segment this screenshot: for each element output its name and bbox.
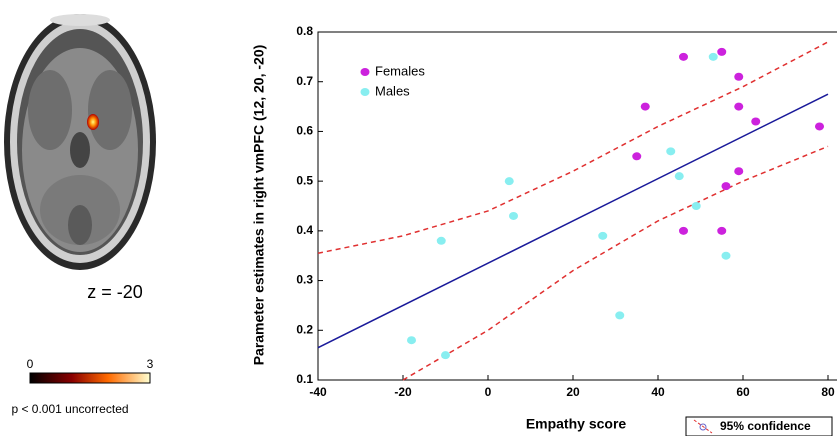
colorbar [30, 373, 150, 383]
legend-marker [361, 68, 370, 76]
colorbar-tick-label: 0 [27, 357, 34, 371]
legend-label: Males [375, 83, 410, 98]
x-tick-label: 0 [485, 385, 492, 399]
y-tick-label: 0.8 [296, 24, 313, 38]
y-tick-label: 0.7 [296, 74, 313, 88]
point [615, 311, 624, 319]
point [632, 152, 641, 160]
point [509, 212, 518, 220]
point [692, 202, 701, 210]
point [717, 48, 726, 56]
x-tick-label: 40 [651, 385, 665, 399]
figure: z = -20 p < 0.001 uncorrected Parameter … [0, 0, 837, 436]
point [734, 103, 743, 111]
x-tick-label: -20 [394, 385, 412, 399]
point [679, 227, 688, 235]
point [666, 147, 675, 155]
point [598, 232, 607, 240]
point [734, 167, 743, 175]
x-tick-label: 60 [736, 385, 750, 399]
y-axis-label: Parameter estimates in right vmPFC (12, … [251, 45, 267, 366]
point [722, 182, 731, 190]
x-tick-label: -40 [309, 385, 327, 399]
threshold-note: p < 0.001 uncorrected [11, 402, 128, 416]
legend-marker [361, 88, 370, 96]
point [437, 237, 446, 245]
y-tick-label: 0.6 [296, 124, 313, 138]
y-tick-label: 0.4 [296, 223, 313, 237]
brain-slice [0, 0, 160, 282]
regression-line [318, 94, 828, 348]
x-tick-label: 20 [566, 385, 580, 399]
point [717, 227, 726, 235]
x-tick-label: 80 [821, 385, 835, 399]
point [441, 351, 450, 359]
slice-label: z = -20 [87, 282, 143, 302]
point [815, 122, 824, 130]
point [407, 336, 416, 344]
point [734, 73, 743, 81]
y-tick-label: 0.2 [296, 322, 313, 336]
point [505, 177, 514, 185]
confidence-legend-label: 95% confidence [720, 419, 811, 433]
y-tick-label: 0.1 [296, 372, 313, 386]
point [679, 53, 688, 61]
x-axis-label: Empathy score [526, 416, 627, 432]
point [709, 53, 718, 61]
point [722, 252, 731, 260]
confidence-lower [403, 146, 828, 380]
point [641, 103, 650, 111]
legend-label: Females [375, 63, 425, 78]
point [751, 117, 760, 125]
colorbar-tick-label: 3 [147, 357, 154, 371]
y-tick-label: 0.3 [296, 273, 313, 287]
y-tick-label: 0.5 [296, 173, 313, 187]
point [675, 172, 684, 180]
